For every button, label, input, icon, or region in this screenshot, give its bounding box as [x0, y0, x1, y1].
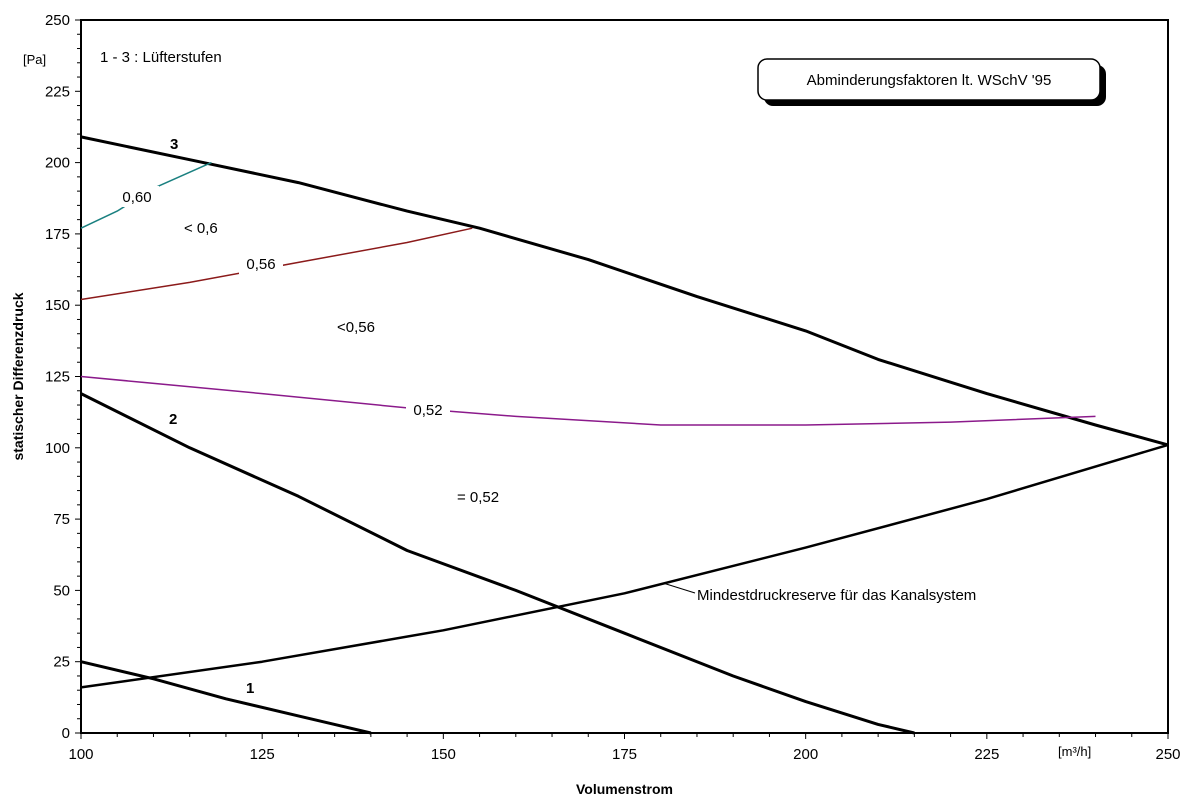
fan-curve-3 [80, 135, 1169, 447]
y-tick-label: 225 [45, 83, 70, 100]
y-tick-label: 25 [53, 654, 70, 671]
fan-curve-1 [80, 660, 372, 735]
min-pressure-reserve-label: Mindestdruckreserve für das Kanalsystem [697, 587, 976, 604]
region-label-lt-0-56: <0,56 [337, 319, 375, 336]
boxed-note-box [757, 58, 1101, 101]
y-axis-title: statischer Differenzdruck [10, 292, 26, 460]
region-label-eq-0-52: = 0,52 [457, 489, 499, 506]
x-tick-label: 225 [974, 746, 999, 763]
x-tick-label: 100 [68, 746, 93, 763]
fan-curve-2 [80, 392, 915, 735]
axes: 100 125 150 175 200 225 250 0 25 50 75 100 125 150 175… [10, 12, 1181, 797]
contour-0-56-label: 0,56 [246, 256, 275, 273]
min-pressure-reserve-leader [662, 582, 696, 594]
contour-0-56-label-bg [239, 253, 283, 274]
contour-0-60-label: 0,60 [122, 189, 151, 206]
y-tick-label: 200 [45, 155, 70, 172]
x-tick-label: 200 [793, 746, 818, 763]
labels: 3 2 1 0,60 0,56 0,52 < 0,6 <0,56 = 0,52 Mindestdr… [100, 49, 1106, 697]
x-axis-title: Volumenstrom [576, 781, 673, 797]
y-unit-label: [Pa] [23, 52, 46, 67]
boxed-note-text: Abminderungsfaktoren lt. WSchV '95 [807, 72, 1052, 89]
y-tick-label: 125 [45, 369, 70, 386]
x-unit-label: [m³/h] [1058, 744, 1091, 759]
curves [80, 135, 1169, 735]
factor-0-56-curve [80, 227, 473, 301]
plot-frame [80, 19, 1169, 734]
x-tick-label: 150 [431, 746, 456, 763]
region-label-lt-0-6: < 0,6 [184, 220, 218, 237]
x-tick-label: 175 [612, 746, 637, 763]
x-tick-label: 250 [1155, 746, 1180, 763]
fan-stage-3-label: 3 [170, 136, 178, 153]
y-tick-label: 175 [45, 226, 70, 243]
y-tick-label: 50 [53, 582, 70, 599]
y-tick-label: 100 [45, 440, 70, 457]
contour-0-60-label-bg [115, 186, 159, 207]
min-pressure-reserve-curve [80, 443, 1169, 689]
x-tick-label: 125 [250, 746, 275, 763]
fan-stage-2-label: 2 [169, 411, 177, 428]
contour-0-52-label-bg [406, 399, 450, 420]
y-tick-label: 250 [45, 12, 70, 29]
y-tick-label: 0 [62, 725, 70, 742]
factor-0-52-curve [80, 375, 1096, 426]
contour-0-52-label: 0,52 [413, 402, 442, 419]
fan-stage-1-label: 1 [246, 680, 254, 697]
y-tick-label: 75 [53, 511, 70, 528]
legend-note: 1 - 3 : Lüfterstufen [100, 49, 222, 66]
y-tick-label: 150 [45, 297, 70, 314]
